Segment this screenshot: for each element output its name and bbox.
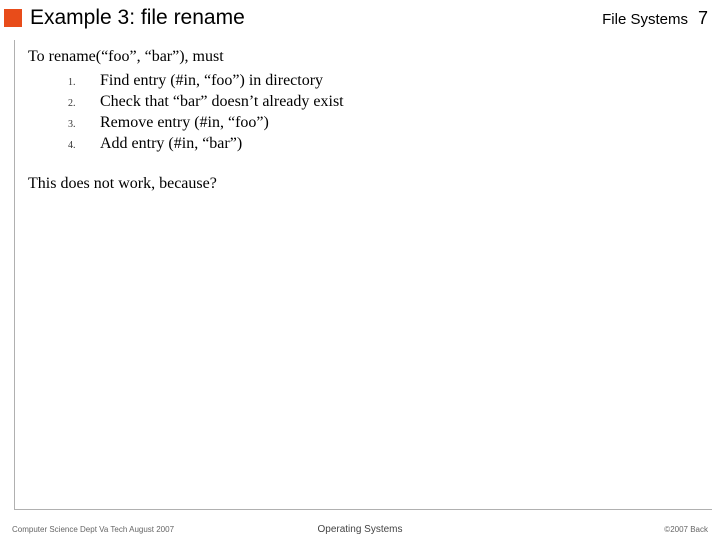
footer-left: Computer Science Dept Va Tech August 200… [12, 525, 174, 534]
list-number: 1. [68, 73, 100, 88]
list-number: 4. [68, 136, 100, 151]
intro-text: To rename(“foo”, “bar”), must [28, 48, 700, 66]
header-right: File Systems 7 [602, 8, 708, 29]
footer-center: Operating Systems [317, 524, 402, 535]
page-number: 7 [698, 8, 708, 29]
topic-label: File Systems [602, 11, 688, 28]
list-text: Remove entry (#in, “foo”) [100, 114, 269, 132]
slide-footer: Computer Science Dept Va Tech August 200… [0, 525, 720, 534]
accent-square-icon [4, 9, 22, 27]
list-text: Add entry (#in, “bar”) [100, 135, 242, 153]
list-item: 1. Find entry (#in, “foo”) in directory [68, 72, 700, 90]
question-text: This does not work, because? [28, 175, 700, 193]
footer-right: ©2007 Back [664, 525, 708, 534]
list-number: 3. [68, 115, 100, 130]
list-item: 4. Add entry (#in, “bar”) [68, 135, 700, 153]
list-text: Check that “bar” doesn’t already exist [100, 93, 344, 111]
steps-list: 1. Find entry (#in, “foo”) in directory … [68, 72, 700, 153]
list-text: Find entry (#in, “foo”) in directory [100, 72, 323, 90]
slide-header: Example 3: file rename File Systems 7 [0, 0, 720, 36]
slide-title: Example 3: file rename [30, 6, 602, 30]
list-number: 2. [68, 94, 100, 109]
list-item: 3. Remove entry (#in, “foo”) [68, 114, 700, 132]
slide-content: To rename(“foo”, “bar”), must 1. Find en… [28, 48, 700, 193]
slide: Example 3: file rename File Systems 7 To… [0, 0, 720, 540]
list-item: 2. Check that “bar” doesn’t already exis… [68, 93, 700, 111]
